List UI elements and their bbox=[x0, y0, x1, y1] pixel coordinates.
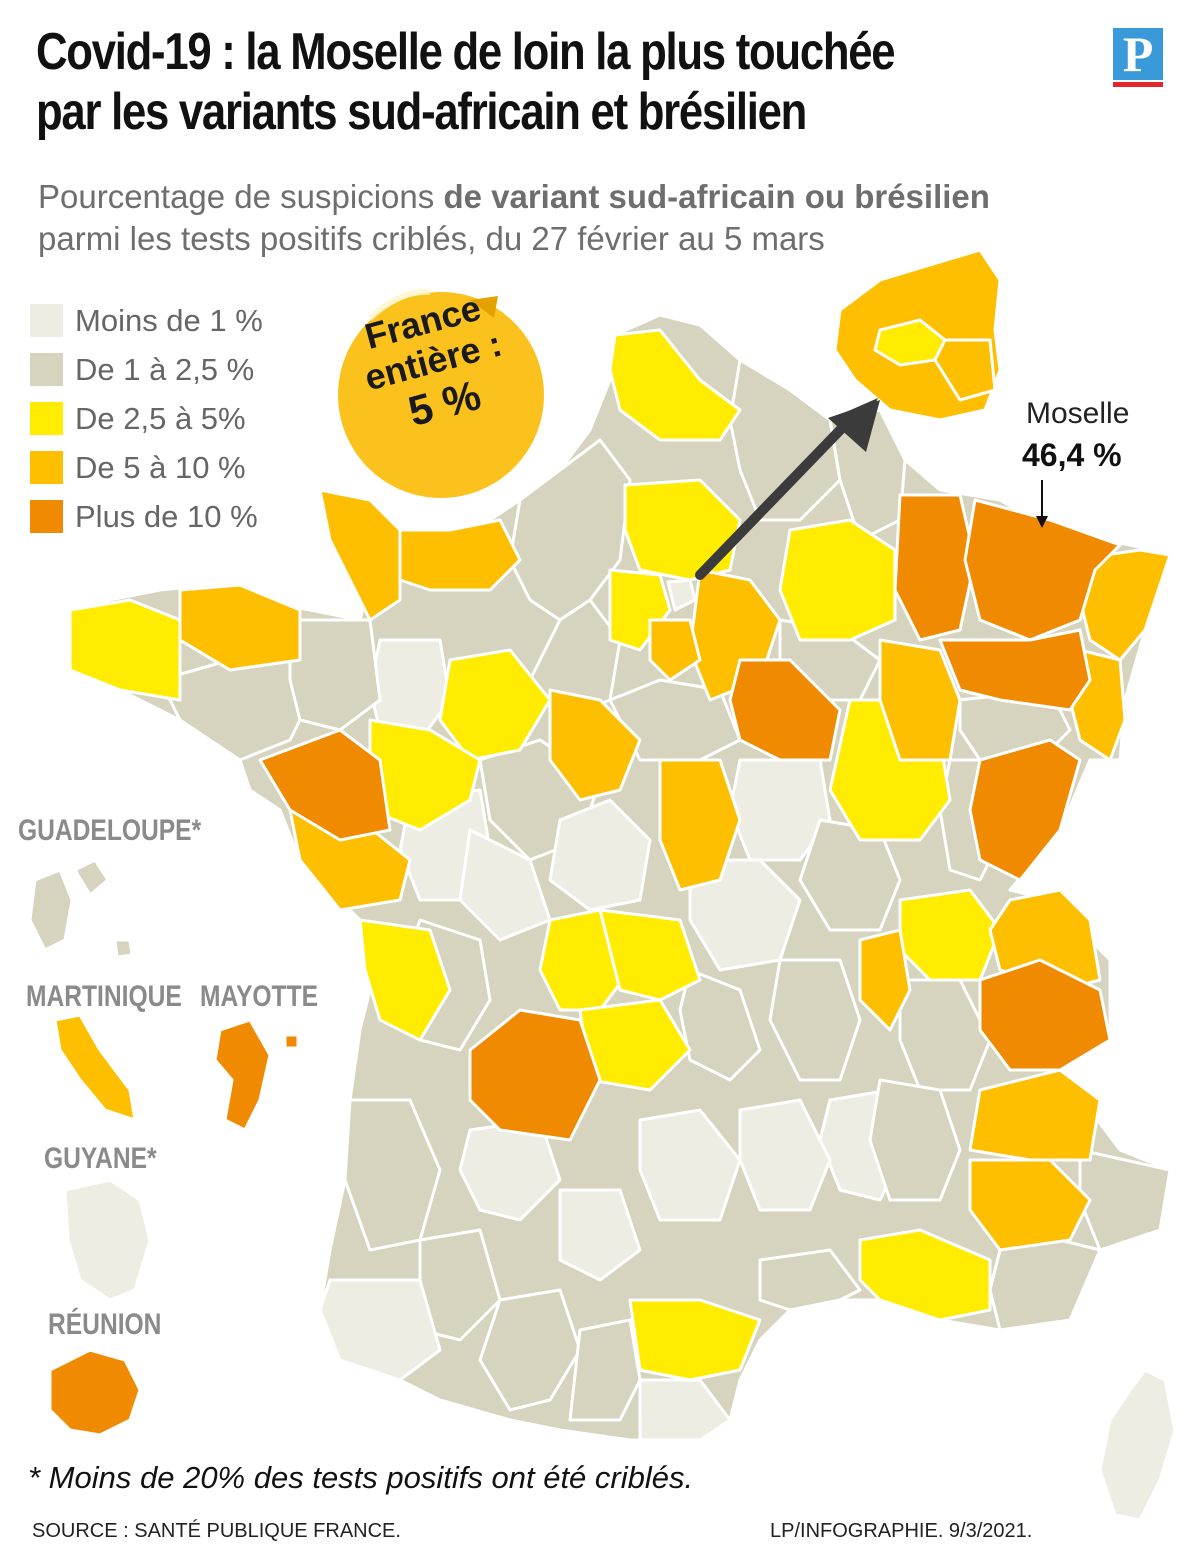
corsica bbox=[1098, 1368, 1177, 1522]
legend-label: Moins de 1 % bbox=[75, 302, 263, 338]
legend-swatch bbox=[30, 451, 63, 484]
department bbox=[658, 758, 742, 892]
footnote: * Moins de 20% des tests positifs ont ét… bbox=[28, 1460, 694, 1495]
reunion-label: RÉUNION bbox=[48, 1308, 162, 1341]
title-line-2: par les variants sud-africain et brésili… bbox=[36, 83, 807, 141]
department bbox=[988, 1238, 1102, 1332]
department bbox=[666, 578, 697, 612]
legend-item: De 5 à 10 % bbox=[30, 443, 263, 492]
legend-label: De 2,5 à 5% bbox=[75, 400, 246, 436]
department bbox=[478, 1288, 582, 1412]
department bbox=[548, 688, 642, 802]
logo-letter: P bbox=[1113, 28, 1163, 80]
guyane-shape bbox=[63, 1178, 152, 1302]
legend-item: Moins de 1 % bbox=[30, 296, 263, 345]
title-line-1: Covid-19 : la Moselle de loin la plus to… bbox=[36, 23, 896, 81]
logo-underline bbox=[1113, 82, 1163, 87]
legend-item: Plus de 10 % bbox=[30, 492, 263, 541]
department bbox=[68, 598, 182, 702]
department bbox=[568, 1318, 642, 1422]
le-parisien-logo: P bbox=[1113, 28, 1163, 87]
department bbox=[318, 1278, 442, 1382]
martinique-shape bbox=[53, 1013, 137, 1122]
legend-item: De 1 à 2,5 % bbox=[30, 345, 263, 394]
department bbox=[978, 958, 1112, 1072]
department bbox=[648, 618, 702, 682]
department bbox=[438, 648, 552, 762]
department bbox=[768, 958, 862, 1082]
department bbox=[878, 638, 962, 762]
guadeloupe-shape bbox=[28, 868, 74, 952]
department bbox=[598, 908, 702, 1002]
department bbox=[758, 1248, 862, 1312]
subtitle-bold: de variant sud-africain ou brésilien bbox=[443, 178, 990, 215]
guadeloupe-label: GUADELOUPE* bbox=[18, 814, 202, 847]
department bbox=[548, 798, 652, 912]
legend-label: De 1 à 2,5 % bbox=[75, 351, 255, 387]
department bbox=[358, 918, 452, 1042]
credit: LP/INFOGRAPHIE. 9/3/2021. bbox=[770, 1520, 1033, 1542]
subtitle-prefix: Pourcentage de suspicions bbox=[38, 178, 444, 215]
legend-label: Plus de 10 % bbox=[75, 498, 258, 534]
department bbox=[468, 1008, 602, 1142]
mayotte-islet bbox=[283, 1033, 300, 1050]
department bbox=[963, 498, 1122, 642]
page-title: Covid-19 : la Moselle de loin la plus to… bbox=[36, 22, 910, 142]
department bbox=[178, 583, 302, 672]
source: SOURCE : SANTÉ PUBLIQUE FRANCE. bbox=[32, 1520, 401, 1542]
department bbox=[398, 518, 522, 592]
department bbox=[318, 488, 402, 622]
mayotte-label: MAYOTTE bbox=[200, 980, 319, 1013]
department bbox=[678, 968, 762, 1082]
legend-item: De 2,5 à 5% bbox=[30, 394, 263, 443]
department bbox=[938, 628, 1092, 712]
department bbox=[728, 658, 842, 762]
department bbox=[558, 1188, 642, 1282]
moselle-label: Moselle bbox=[1026, 397, 1130, 430]
department bbox=[968, 738, 1082, 882]
department bbox=[258, 728, 392, 842]
guadeloupe-islet bbox=[113, 938, 134, 959]
department bbox=[858, 1228, 992, 1322]
moselle-pointer bbox=[1036, 480, 1048, 528]
legend: Moins de 1 % De 1 à 2,5 % De 2,5 à 5% De… bbox=[30, 296, 263, 541]
france-badge-circle bbox=[336, 288, 546, 500]
department bbox=[968, 1158, 1092, 1252]
guyane-label: GUYANE* bbox=[44, 1142, 157, 1175]
legend-swatch bbox=[30, 353, 63, 386]
department bbox=[868, 1078, 962, 1202]
subtitle-line2: parmi les tests positifs criblés, du 27 … bbox=[38, 220, 825, 257]
department bbox=[728, 358, 842, 522]
department bbox=[778, 518, 897, 642]
martinique-label: MARTINIQUE bbox=[26, 980, 182, 1013]
department bbox=[858, 928, 912, 1032]
legend-swatch bbox=[30, 304, 63, 337]
reunion-shape bbox=[48, 1348, 142, 1437]
department bbox=[638, 1108, 742, 1222]
guadeloupe-shape-east bbox=[73, 858, 110, 897]
moselle-value: 46,4 % bbox=[1022, 437, 1122, 473]
department bbox=[893, 493, 977, 642]
paris-inset-east bbox=[933, 338, 997, 402]
department bbox=[608, 328, 742, 442]
legend-swatch bbox=[30, 500, 63, 533]
subtitle: Pourcentage de suspicions de variant sud… bbox=[38, 176, 1158, 260]
legend-label: De 5 à 10 % bbox=[75, 449, 246, 485]
mayotte-shape bbox=[213, 1018, 272, 1132]
department bbox=[628, 1298, 762, 1382]
legend-swatch bbox=[30, 402, 63, 435]
arrow-to-paris-inset bbox=[695, 398, 880, 580]
department bbox=[508, 438, 632, 622]
department bbox=[458, 828, 552, 942]
